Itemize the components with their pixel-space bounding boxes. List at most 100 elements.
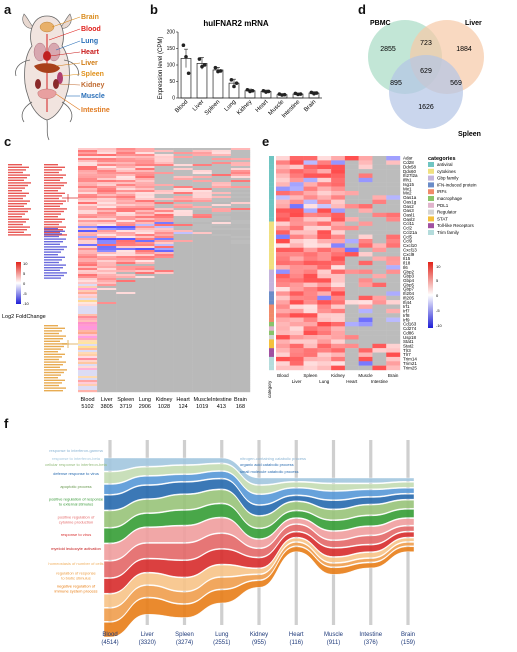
heatmap-c-cell (116, 296, 136, 299)
streamgraph-f-column-label: Brain (401, 632, 415, 638)
heatmap-c-cell (78, 328, 98, 331)
heatmap-c-cell (173, 214, 193, 217)
heatmap-c-cell (97, 356, 117, 359)
heatmap-e-cell (372, 199, 387, 205)
heatmap-c-cell (78, 354, 98, 357)
heatmap-e-cell (276, 260, 290, 266)
heatmap-e-category-cell (269, 177, 274, 183)
heatmap-e-cell (331, 208, 346, 213)
heatmap-e-cell (344, 225, 359, 231)
heatmap-e-cell (317, 256, 332, 262)
heatmap-c-cell (97, 162, 117, 165)
heatmap-c-cell (230, 220, 251, 223)
heatmap-c-cell (116, 190, 136, 193)
heatmap-e-category-cell (269, 173, 274, 179)
heatmap-c-cell (154, 170, 174, 173)
heatmap-e-category-cell (269, 156, 274, 161)
heatmap-c-cell (211, 198, 232, 201)
heatmap-c-cell (230, 158, 251, 161)
heatmap-c-cell (135, 296, 155, 299)
heatmap-c-cell (78, 390, 98, 393)
heatmap-c-cell (154, 212, 174, 215)
heatmap-c-cell (173, 226, 193, 229)
heatmap-e-cell (303, 330, 318, 336)
heatmap-c-cell (135, 212, 155, 215)
heatmap-e-cell (344, 265, 359, 270)
heatmap-c-cell (154, 226, 174, 229)
heatmap-c-cell (173, 268, 193, 271)
heatmap-c-cell (211, 366, 232, 369)
venn-region-liver-spleen: 569 (450, 80, 462, 87)
heatmap-e-cell (358, 295, 373, 301)
category-legend-label: Regulator (437, 210, 457, 215)
heatmap-c-cell (230, 284, 251, 287)
heatmap-c-cell (154, 206, 174, 209)
heatmap-e-cell (289, 269, 304, 275)
heatmap-c-cell (97, 216, 117, 219)
heatmap-c-cell (116, 370, 136, 373)
heatmap-e-cell (386, 221, 401, 227)
heatmap-c-cell (97, 246, 117, 249)
heatmap-c-cell (192, 356, 212, 359)
heatmap-c-cell (173, 154, 193, 157)
heatmap-c-cell (116, 152, 136, 155)
heatmap-c-cell (173, 288, 193, 291)
heatmap-c-cell (78, 346, 98, 349)
heatmap-e-cell (276, 199, 290, 205)
heatmap-e (269, 156, 401, 371)
heatmap-e-cell (317, 291, 332, 296)
chart-b-point (245, 87, 250, 92)
chart-b-point (250, 88, 255, 93)
heatmap-e-cell (372, 343, 387, 349)
heatmap-c-cell (78, 318, 98, 321)
heatmap-c-cell (192, 330, 212, 333)
heatmap-c-cell (192, 362, 212, 365)
category-legend-swatch (428, 216, 434, 222)
heatmap-c-cell (116, 248, 136, 251)
heatmap-c-cell (78, 300, 98, 303)
heatmap-c-cell (116, 164, 136, 167)
heatmap-c-cell (97, 192, 117, 195)
gene-label-mark (44, 169, 62, 171)
streamgraph-f-band (103, 517, 415, 561)
heatmap-c-cell (211, 162, 232, 165)
heatmap-e-cell (303, 313, 318, 318)
heatmap-e-cell (276, 356, 290, 362)
heatmap-e-cell (358, 160, 373, 165)
gene-label-mark (44, 351, 58, 353)
heatmap-e-cell (276, 169, 290, 174)
heatmap-c-cell (97, 376, 117, 379)
heatmap-e-cell (303, 169, 318, 174)
heatmap-e-cell (372, 282, 387, 288)
heatmap-c-cell (97, 230, 117, 233)
heatmap-c-cell (173, 166, 193, 169)
heatmap-e-row-label: Ifi44 (403, 300, 412, 305)
heatmap-c-cell (192, 378, 212, 381)
heatmap-e-category-cell (269, 225, 274, 231)
heatmap-e-cell (317, 365, 332, 371)
heatmap-e-cell (276, 348, 290, 353)
heatmap-c-cell (211, 210, 232, 213)
streamgraph-f-column-count: (911) (327, 640, 341, 646)
heatmap-c-column-label: Spleen (117, 397, 134, 403)
heatmap-e-row-label: Gbp7 (403, 287, 415, 292)
heatmap-c-cell (97, 178, 117, 181)
heatmap-e-category-cell (269, 190, 274, 196)
heatmap-c-cell (116, 332, 136, 335)
heatmap-c-cell (154, 366, 174, 369)
heatmap-c-cell (154, 246, 174, 249)
heatmap-e-cell (289, 164, 304, 170)
gene-label-mark (44, 330, 62, 332)
chart-b-ytick-label: 0 (172, 96, 175, 102)
heatmap-c-cell (211, 246, 232, 249)
heatmap-c-cell (116, 166, 136, 169)
heatmap-c-cell (192, 352, 212, 355)
heatmap-c-cell (116, 260, 136, 263)
heatmap-c-cell (154, 202, 174, 205)
heatmap-c-cell (173, 350, 193, 353)
heatmap-c-cell (97, 368, 117, 371)
heatmap-c-cell (230, 308, 251, 311)
heatmap-c-cell (154, 268, 174, 271)
heatmap-c-cell (230, 164, 251, 167)
heatmap-c-cell (97, 374, 117, 377)
